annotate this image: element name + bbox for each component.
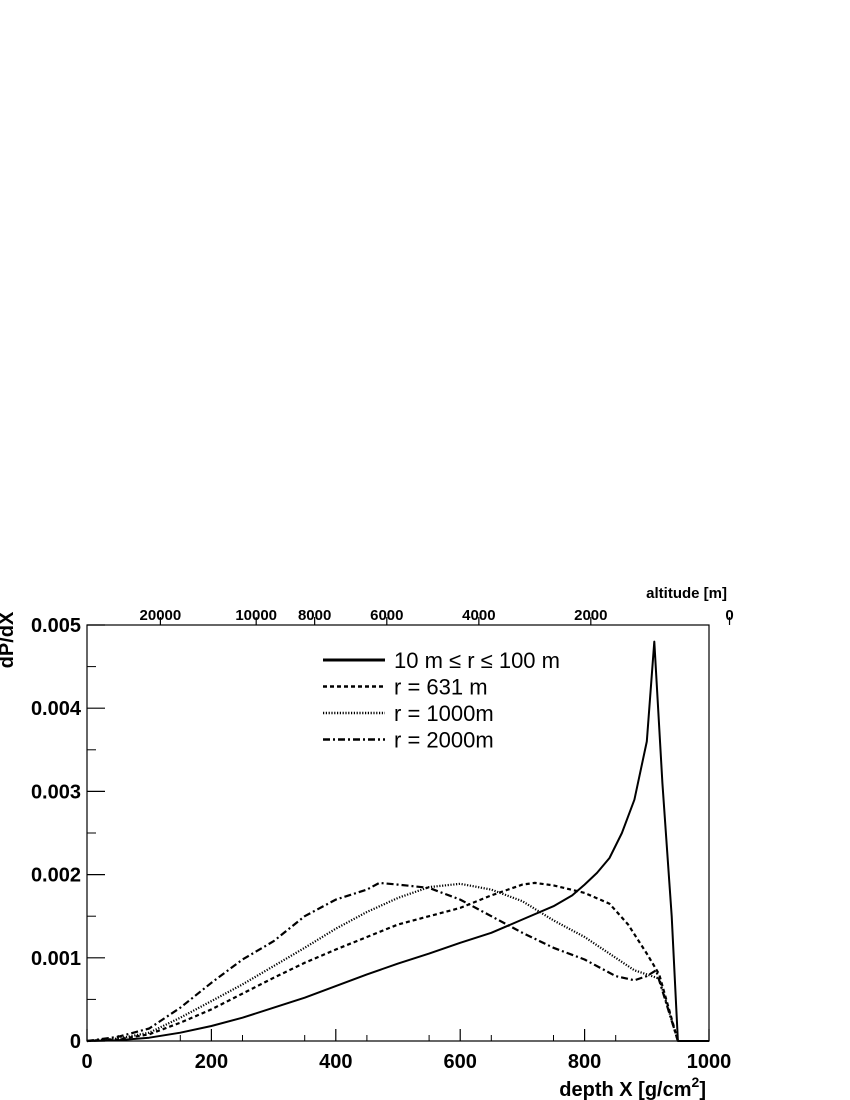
y-tick-label: 0.004 (31, 698, 82, 720)
top-tick-label: 10000 (235, 607, 277, 624)
x-tick-label: 400 (319, 1051, 352, 1073)
top-tick-label: 20000 (140, 607, 182, 624)
axis-ticks: 0 200 400 600 800 100000.0010.0020.0030.0040.… (31, 607, 734, 1073)
x-axis-title-main: depth X [g/cm (559, 1079, 691, 1100)
top-axis-title: altitude [m] (646, 585, 727, 602)
top-tick-label: 6000 (370, 607, 403, 624)
x-tick-label: 800 (568, 1051, 601, 1073)
top-tick-label: 2000 (574, 607, 607, 624)
y-tick-label: 0.002 (31, 865, 81, 887)
series-line-3 (86, 882, 679, 1043)
series-lines (86, 640, 709, 1043)
x-tick-label: 0 (81, 1051, 92, 1073)
x-axis-title-superscript: 2 (692, 1074, 700, 1090)
y-tick-label: 0 (70, 1031, 81, 1053)
y-tick-label: 0.005 (31, 615, 81, 637)
y-axis-title: dP/dX (0, 611, 18, 668)
legend-label-4: r = 2000m (394, 728, 494, 753)
top-tick-label: 4000 (462, 607, 495, 624)
series-line-4 (86, 881, 679, 1043)
x-axis-title: depth X [g/cm2] (559, 1074, 706, 1100)
legend-label-2: r = 631 m (394, 675, 488, 700)
series-line-2 (86, 881, 679, 1043)
x-tick-label: 1000 (687, 1051, 732, 1073)
x-tick-label: 200 (195, 1051, 228, 1073)
y-tick-label: 0.001 (31, 948, 81, 970)
y-tick-label: 0.003 (31, 781, 81, 803)
x-axis-title-end: ] (699, 1079, 706, 1100)
top-tick-label: 8000 (298, 607, 331, 624)
x-tick-label: 600 (444, 1051, 477, 1073)
legend-label-3: r = 1000m (394, 701, 494, 726)
series-line-1 (86, 640, 709, 1042)
legend-label-1: 10 m ≤ r ≤ 100 m (394, 648, 560, 673)
top-tick-label: 0 (725, 607, 733, 624)
